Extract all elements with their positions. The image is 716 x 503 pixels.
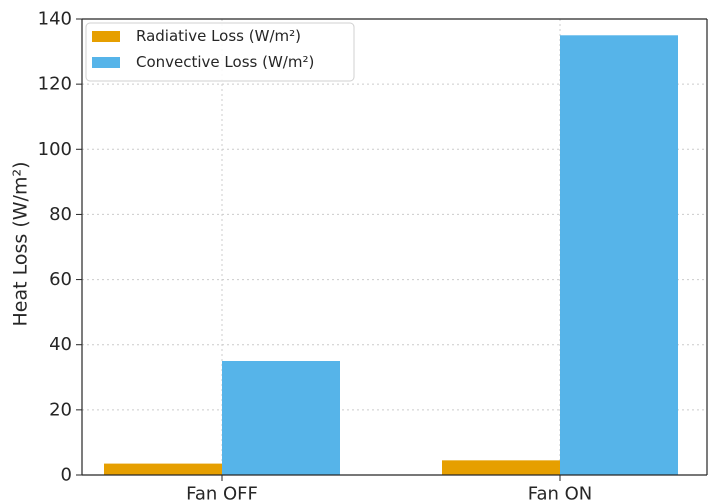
bar-convective-1	[560, 35, 678, 476]
y-tick-label: 20	[49, 399, 72, 420]
legend-label: Convective Loss (W/m²)	[136, 53, 314, 71]
bar-radiative-1	[442, 460, 560, 475]
y-tick-label: 140	[38, 9, 72, 30]
y-tick-label: 100	[38, 139, 72, 160]
x-axis-ticks: Fan OFF Fan ON	[186, 475, 592, 503]
y-tick-label: 60	[49, 269, 72, 290]
axes	[81, 18, 708, 476]
x-tick-label: Fan OFF	[186, 484, 258, 503]
bars	[104, 35, 678, 476]
bar-radiative-0	[104, 463, 222, 475]
legend-box	[85, 22, 355, 82]
bar-convective-0	[222, 361, 340, 475]
y-tick-label: 0	[61, 465, 72, 486]
legend-label: Radiative Loss (W/m²)	[136, 27, 301, 45]
legend-swatch	[92, 31, 120, 42]
y-tick-label: 40	[49, 334, 72, 355]
y-tick-label: 80	[49, 204, 72, 225]
y-axis-label: Heat Loss (W/m²)	[10, 162, 32, 327]
legend: Radiative Loss (W/m²) Convective Loss (W/…	[85, 22, 355, 82]
y-axis-ticks: 0 20 40 60 80 100 120 140	[38, 9, 82, 486]
legend-swatch	[92, 57, 120, 68]
y-tick-label: 120	[38, 74, 72, 95]
x-tick-label: Fan ON	[528, 484, 593, 503]
